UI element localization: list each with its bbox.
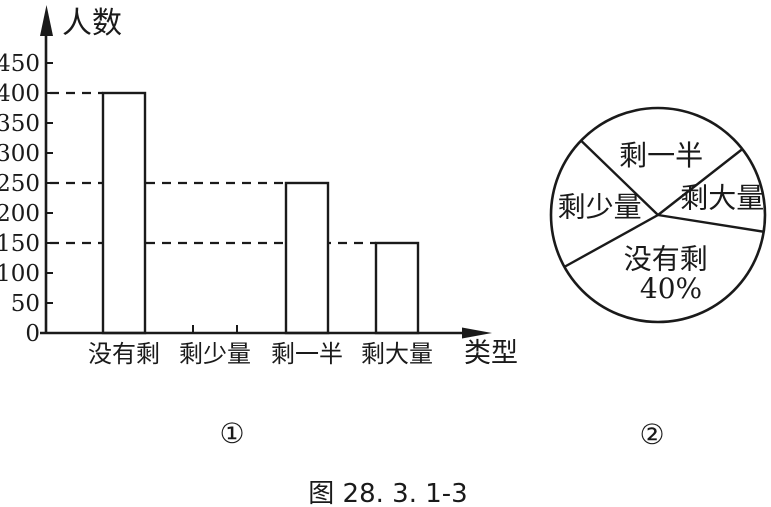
x-category-label-1: 剩少量 xyxy=(179,340,251,368)
pie-slice-boundary xyxy=(657,148,744,216)
y-tick-label-100: 100 xyxy=(0,261,40,287)
y-tick-label-150: 150 xyxy=(0,231,40,257)
bar-没有剩 xyxy=(101,91,147,335)
pie-slice-label-3: 剩大量 xyxy=(680,181,764,214)
pie-slice-boundary xyxy=(580,139,659,216)
y-axis-arrow-icon xyxy=(40,5,53,36)
x-category-label-3: 剩大量 xyxy=(361,340,433,368)
y-tick-label-50: 50 xyxy=(11,291,40,317)
pie-slice-label-2: 没有剩 xyxy=(624,242,708,275)
pie-circle xyxy=(549,106,767,324)
x-axis-title: 类型 xyxy=(464,338,518,369)
pie-slice-label-1: 剩少量 xyxy=(558,190,642,223)
y-tick-label-450: 450 xyxy=(0,51,40,77)
y-tick-label-250: 250 xyxy=(0,171,40,197)
y-tick-label-350: 350 xyxy=(0,111,40,137)
y-tick-label-400: 400 xyxy=(0,81,40,107)
bar-剩一半 xyxy=(284,181,330,335)
bar-chart: 0 50 100 150 200 250 300 350 400 450 没有剩 剩少量 剩一半 剩大量 人… xyxy=(0,5,518,369)
y-tick-label-0: 0 xyxy=(25,321,40,347)
bar-剩大量 xyxy=(374,241,420,335)
figure-caption: 图 28. 3. 1-3 xyxy=(308,479,467,507)
x-axis-arrow-icon xyxy=(462,327,492,339)
x-category-label-2: 剩一半 xyxy=(271,340,343,368)
pie-slice-sublabel-2: 40% xyxy=(640,272,702,305)
y-axis-title: 人数 xyxy=(62,6,122,41)
x-category-label-0: 没有剩 xyxy=(88,340,160,368)
y-tick-label-200: 200 xyxy=(0,201,40,227)
panel1-label: ① xyxy=(219,417,244,450)
pie-slice-boundary xyxy=(563,213,659,268)
panel2-label: ② xyxy=(639,418,664,451)
y-tick-label-300: 300 xyxy=(0,141,40,167)
pie-slice-label-0: 剩一半 xyxy=(619,139,703,172)
pie-slice-boundary xyxy=(657,213,764,233)
